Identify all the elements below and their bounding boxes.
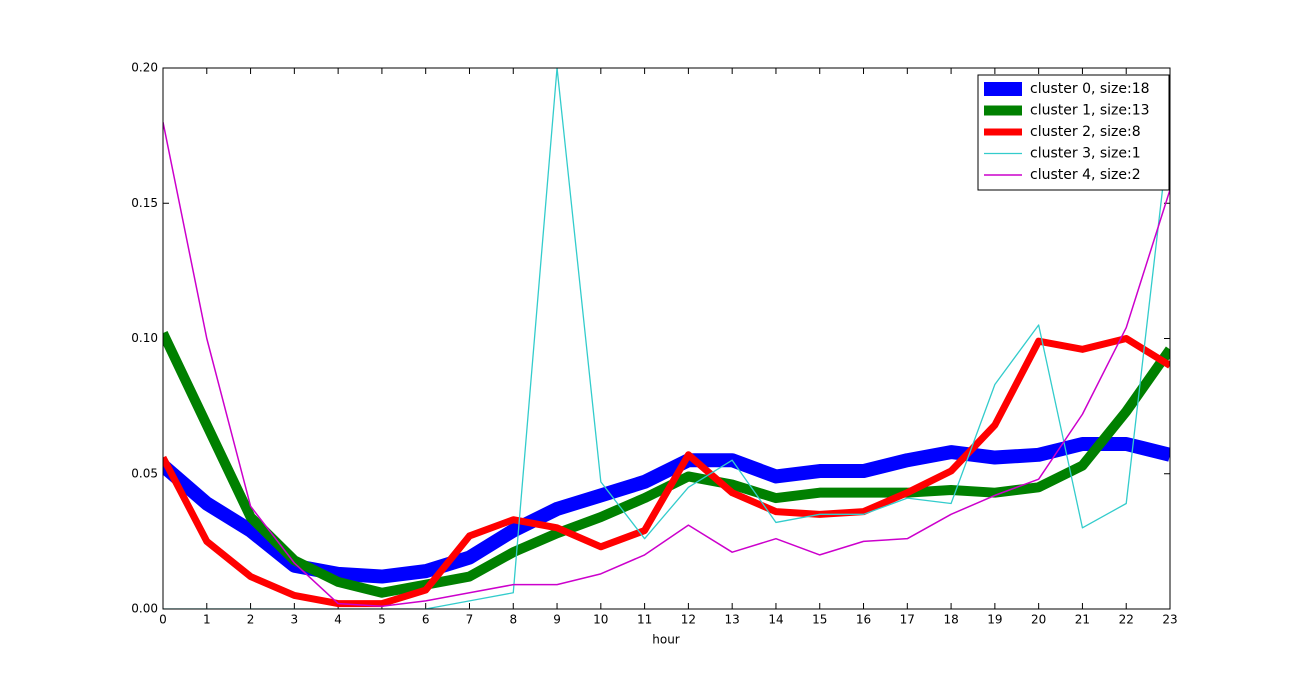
x-tick-label: 4 [334, 613, 342, 627]
series-line [163, 68, 1170, 609]
x-tick-label: 10 [593, 613, 608, 627]
y-tick-label: 0.05 [131, 466, 158, 480]
y-tick-label: 0.10 [131, 331, 158, 345]
series-line [163, 436, 1170, 584]
x-tick-label: 11 [637, 613, 652, 627]
x-tick-label: 1 [203, 613, 211, 627]
series-line [163, 335, 1170, 608]
legend-text: cluster 3, size:1 [1030, 146, 1141, 162]
legend-text: cluster 2, size:8 [1030, 124, 1141, 140]
x-tick-label: 13 [725, 613, 740, 627]
x-tick-label: 16 [856, 613, 871, 627]
x-tick-label: 2 [247, 613, 255, 627]
plot-lines [163, 68, 1170, 609]
x-tick-label: 17 [900, 613, 915, 627]
x-tick-label: 6 [422, 613, 430, 627]
x-tick-label: 20 [1031, 613, 1046, 627]
series-line [163, 121, 1170, 608]
plot-frame [162, 67, 1171, 610]
y-tick-label: 0.20 [131, 61, 158, 75]
x-tick-label: 18 [943, 613, 958, 627]
x-tick-label: 7 [466, 613, 474, 627]
legend-text: cluster 4, size:2 [1030, 167, 1141, 183]
x-tick-label: 0 [159, 613, 167, 627]
x-axis-label: hour [652, 633, 680, 647]
legend-text: cluster 0, size:18 [1030, 81, 1150, 97]
x-tick-label: 14 [768, 613, 783, 627]
x-tick-label: 21 [1075, 613, 1090, 627]
x-tick-label: 3 [291, 613, 299, 627]
x-tick-label: 15 [812, 613, 827, 627]
y-tick-label: 0.00 [131, 602, 158, 616]
x-tick-label: 5 [378, 613, 386, 627]
y-tick-label: 0.15 [131, 196, 158, 210]
x-tick-label: 19 [987, 613, 1002, 627]
x-tick-label: 22 [1119, 613, 1134, 627]
legend-text: cluster 1, size:13 [1030, 103, 1150, 119]
x-tick-label: 9 [553, 613, 561, 627]
x-tick-label: 8 [509, 613, 517, 627]
x-tick-label: 12 [681, 613, 696, 627]
x-tick-label: 23 [1162, 613, 1177, 627]
